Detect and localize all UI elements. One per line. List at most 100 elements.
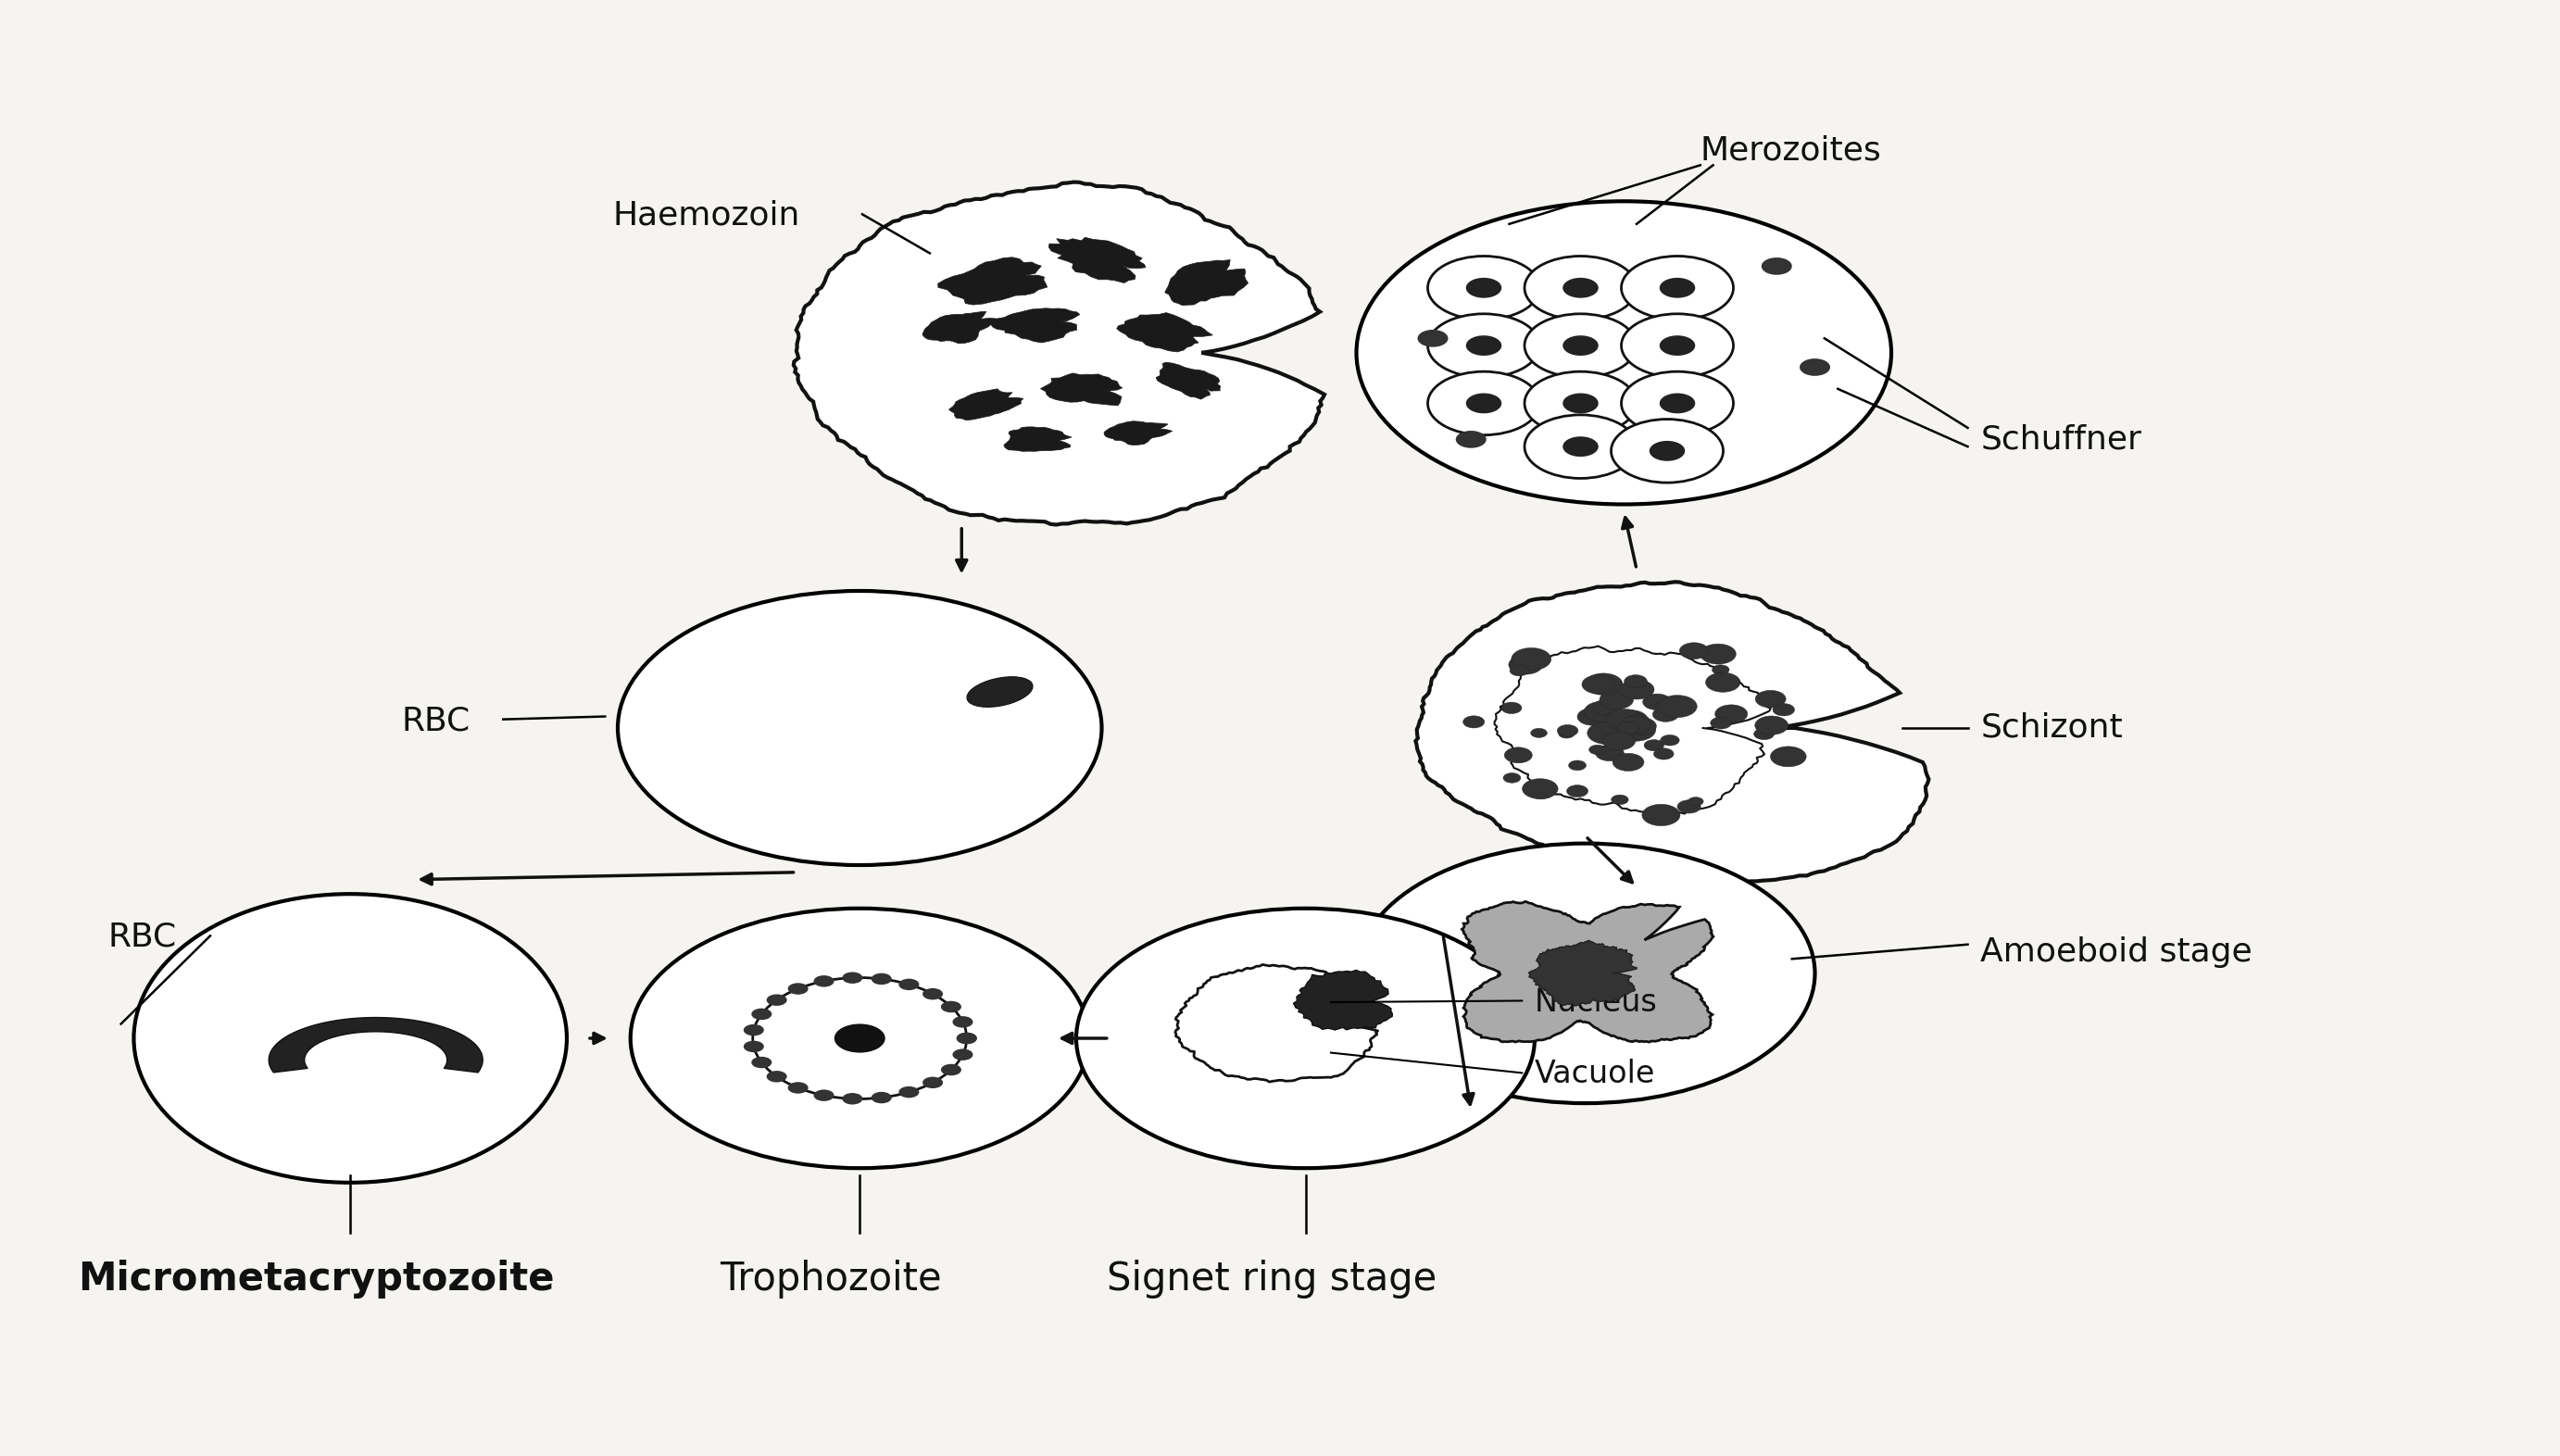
Circle shape [842, 973, 863, 984]
Polygon shape [950, 389, 1024, 421]
Circle shape [742, 1024, 763, 1035]
Circle shape [1526, 415, 1636, 479]
Circle shape [870, 973, 891, 984]
Circle shape [1526, 314, 1636, 377]
Circle shape [1510, 665, 1528, 676]
Circle shape [1577, 708, 1608, 725]
Circle shape [842, 1093, 863, 1105]
Circle shape [1700, 644, 1736, 664]
Circle shape [1687, 796, 1702, 805]
Text: Trophozoite: Trophozoite [719, 1259, 942, 1299]
Polygon shape [269, 1018, 484, 1073]
Circle shape [1464, 716, 1485, 728]
Circle shape [1600, 690, 1633, 709]
Circle shape [1467, 393, 1503, 414]
Circle shape [1562, 393, 1597, 414]
Circle shape [1613, 753, 1644, 772]
Circle shape [1710, 716, 1731, 729]
Circle shape [617, 591, 1101, 865]
Circle shape [1075, 909, 1533, 1168]
Circle shape [765, 994, 786, 1006]
Circle shape [1605, 734, 1623, 743]
Circle shape [1715, 705, 1748, 724]
Circle shape [814, 1089, 835, 1101]
Circle shape [1467, 335, 1503, 355]
Text: RBC: RBC [402, 705, 471, 737]
Circle shape [788, 983, 809, 994]
Circle shape [1756, 690, 1787, 708]
Circle shape [1428, 371, 1539, 435]
Circle shape [1628, 715, 1649, 727]
Circle shape [1610, 795, 1628, 805]
Circle shape [753, 1057, 771, 1069]
Circle shape [1585, 702, 1620, 722]
Text: Nucleus: Nucleus [1533, 987, 1659, 1018]
Circle shape [952, 1016, 973, 1028]
Circle shape [952, 1048, 973, 1060]
Circle shape [1615, 719, 1656, 741]
Circle shape [870, 1092, 891, 1104]
Circle shape [753, 977, 968, 1099]
Circle shape [1620, 256, 1733, 320]
Circle shape [1523, 779, 1559, 799]
Polygon shape [1462, 901, 1713, 1042]
Circle shape [1659, 695, 1697, 718]
Circle shape [1610, 419, 1723, 483]
Circle shape [1649, 441, 1684, 462]
Circle shape [942, 1002, 963, 1012]
Circle shape [922, 1077, 942, 1088]
Circle shape [1620, 716, 1651, 734]
Circle shape [1772, 747, 1807, 767]
Circle shape [1428, 314, 1539, 377]
Circle shape [1603, 731, 1636, 750]
Circle shape [1623, 676, 1646, 687]
Circle shape [1508, 655, 1544, 674]
Circle shape [1644, 695, 1672, 711]
Circle shape [1656, 700, 1679, 713]
Circle shape [957, 1032, 978, 1044]
Polygon shape [1416, 582, 1928, 884]
Circle shape [899, 1086, 919, 1098]
Circle shape [630, 909, 1088, 1168]
Circle shape [1567, 785, 1587, 796]
Circle shape [1641, 804, 1679, 826]
Circle shape [1582, 676, 1615, 695]
Circle shape [1510, 648, 1551, 670]
Circle shape [1618, 722, 1638, 734]
Polygon shape [1116, 313, 1213, 352]
Circle shape [1754, 728, 1774, 740]
Circle shape [1761, 258, 1792, 275]
Circle shape [1528, 783, 1554, 799]
Text: Haemozoin: Haemozoin [612, 199, 801, 232]
Polygon shape [991, 309, 1080, 342]
Circle shape [1467, 278, 1503, 298]
Circle shape [1457, 431, 1487, 448]
Polygon shape [1165, 259, 1249, 306]
Circle shape [1772, 703, 1795, 716]
Text: Schizont: Schizont [1981, 712, 2122, 744]
Circle shape [899, 978, 919, 990]
Circle shape [1644, 740, 1664, 751]
Circle shape [1585, 673, 1623, 695]
Circle shape [1620, 371, 1733, 435]
Circle shape [742, 1041, 763, 1053]
Circle shape [1556, 725, 1577, 737]
Text: Schuffner: Schuffner [1981, 424, 2143, 456]
Circle shape [1357, 201, 1892, 504]
Circle shape [1713, 665, 1728, 674]
Text: Signet ring stage: Signet ring stage [1106, 1259, 1436, 1299]
Circle shape [835, 1024, 886, 1053]
Circle shape [1503, 773, 1521, 783]
Circle shape [1626, 718, 1656, 735]
Polygon shape [1004, 427, 1073, 451]
Circle shape [1428, 256, 1539, 320]
Circle shape [922, 989, 942, 1000]
Circle shape [1500, 702, 1521, 713]
Circle shape [1659, 278, 1695, 298]
Circle shape [1654, 708, 1679, 722]
Circle shape [1562, 278, 1597, 298]
Circle shape [1628, 718, 1651, 731]
Circle shape [1562, 437, 1597, 457]
Circle shape [1590, 745, 1605, 754]
Circle shape [1505, 747, 1533, 763]
